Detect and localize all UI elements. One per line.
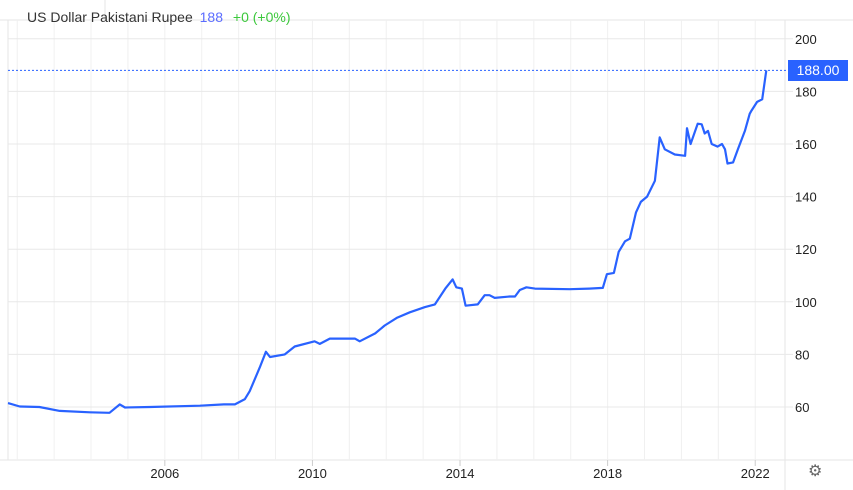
x-axis: 2006 2010 2014 2018 2022 bbox=[150, 460, 770, 481]
y-tick-label: 80 bbox=[795, 347, 809, 362]
x-tick-label: 2022 bbox=[741, 466, 770, 481]
chart-title: US Dollar Pakistani Rupee bbox=[27, 9, 193, 25]
price-value: 188 bbox=[199, 9, 223, 25]
y-tick-label: 140 bbox=[795, 190, 817, 205]
x-tick-label: 2018 bbox=[593, 466, 622, 481]
y-tick-label: 120 bbox=[795, 242, 817, 257]
y-tick-label: 100 bbox=[795, 295, 817, 310]
series-line bbox=[7, 70, 768, 414]
y-axis: 60 80 100 120 140 160 180 200 bbox=[795, 32, 817, 415]
chart-title-bar: US Dollar Pakistani Rupee 188 +0 (+0%) bbox=[27, 9, 290, 25]
y-tick-label: 160 bbox=[795, 137, 817, 152]
x-tick-label: 2006 bbox=[150, 466, 179, 481]
x-tick-label: 2010 bbox=[298, 466, 327, 481]
last-value-label: 188.00 bbox=[788, 60, 848, 81]
y-tick-label: 60 bbox=[795, 400, 809, 415]
x-tick-label: 2014 bbox=[446, 466, 475, 481]
y-tick-label: 200 bbox=[795, 32, 817, 47]
price-change: +0 (+0%) bbox=[232, 9, 291, 25]
gear-icon[interactable]: ⚙ bbox=[808, 463, 823, 480]
y-tick-label: 180 bbox=[795, 84, 817, 99]
